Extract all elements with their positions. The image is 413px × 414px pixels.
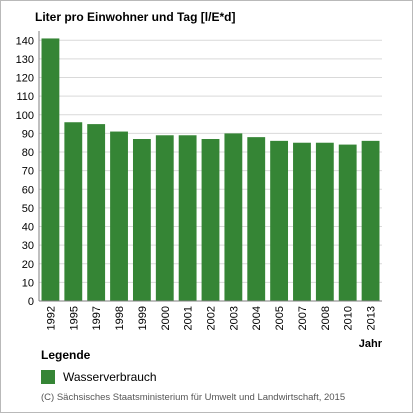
y-tick-label: 100 bbox=[16, 110, 34, 122]
bar bbox=[155, 135, 174, 301]
x-tick-label: 1997 bbox=[91, 306, 103, 330]
legend-swatch bbox=[41, 370, 55, 384]
x-tick-label: 2008 bbox=[320, 306, 332, 330]
y-tick-label: 40 bbox=[22, 222, 34, 234]
y-tick-label: 50 bbox=[22, 203, 34, 215]
y-tick-label: 60 bbox=[22, 184, 34, 196]
x-tick-label: 2000 bbox=[160, 306, 172, 330]
chart-title: Liter pro Einwohner und Tag [l/E*d] bbox=[35, 10, 235, 24]
y-tick-label: 110 bbox=[16, 91, 34, 103]
y-tick-label: 80 bbox=[22, 147, 34, 159]
x-tick-label: 1999 bbox=[137, 306, 149, 330]
bar bbox=[293, 142, 311, 301]
y-tick-label: 120 bbox=[16, 73, 34, 85]
x-tick-label: 1992 bbox=[45, 306, 57, 330]
bar bbox=[224, 133, 243, 301]
y-tick-label: 140 bbox=[16, 35, 34, 47]
legend-label: Wasserverbrauch bbox=[63, 370, 157, 384]
bar bbox=[132, 139, 151, 301]
bar bbox=[41, 38, 60, 302]
y-tick-label: 30 bbox=[22, 240, 34, 252]
bar bbox=[315, 142, 334, 301]
legend-title: Legende bbox=[41, 348, 91, 362]
x-tick-label: 1998 bbox=[114, 306, 126, 330]
x-tick-label: 2013 bbox=[366, 306, 378, 330]
x-tick-label: 2010 bbox=[343, 306, 355, 330]
bar bbox=[201, 139, 220, 301]
y-tick-label: 20 bbox=[22, 259, 34, 271]
x-tick-label: 2004 bbox=[251, 306, 263, 330]
y-tick-label: 10 bbox=[22, 277, 34, 289]
bar bbox=[338, 144, 357, 301]
source-note: (C) Sächsisches Staatsministerium für Um… bbox=[41, 392, 346, 403]
x-tick-label: 2001 bbox=[183, 306, 195, 330]
bar bbox=[64, 122, 83, 301]
y-tick-label: 0 bbox=[28, 296, 34, 308]
bar bbox=[247, 137, 266, 301]
x-tick-label: 2007 bbox=[297, 306, 309, 330]
bar bbox=[110, 131, 128, 301]
bar bbox=[270, 140, 289, 301]
y-tick-label: 130 bbox=[16, 54, 34, 66]
x-tick-label: 2002 bbox=[206, 306, 218, 330]
y-tick-label: 90 bbox=[22, 128, 34, 140]
y-tick-label: 70 bbox=[22, 166, 34, 178]
x-tick-label: 2005 bbox=[274, 306, 286, 330]
bar bbox=[178, 135, 197, 301]
bar bbox=[361, 140, 380, 301]
x-tick-label: 1995 bbox=[68, 306, 80, 330]
x-tick-label: 2003 bbox=[228, 306, 240, 330]
x-axis-label: Jahr bbox=[359, 338, 383, 350]
bar bbox=[87, 124, 106, 301]
